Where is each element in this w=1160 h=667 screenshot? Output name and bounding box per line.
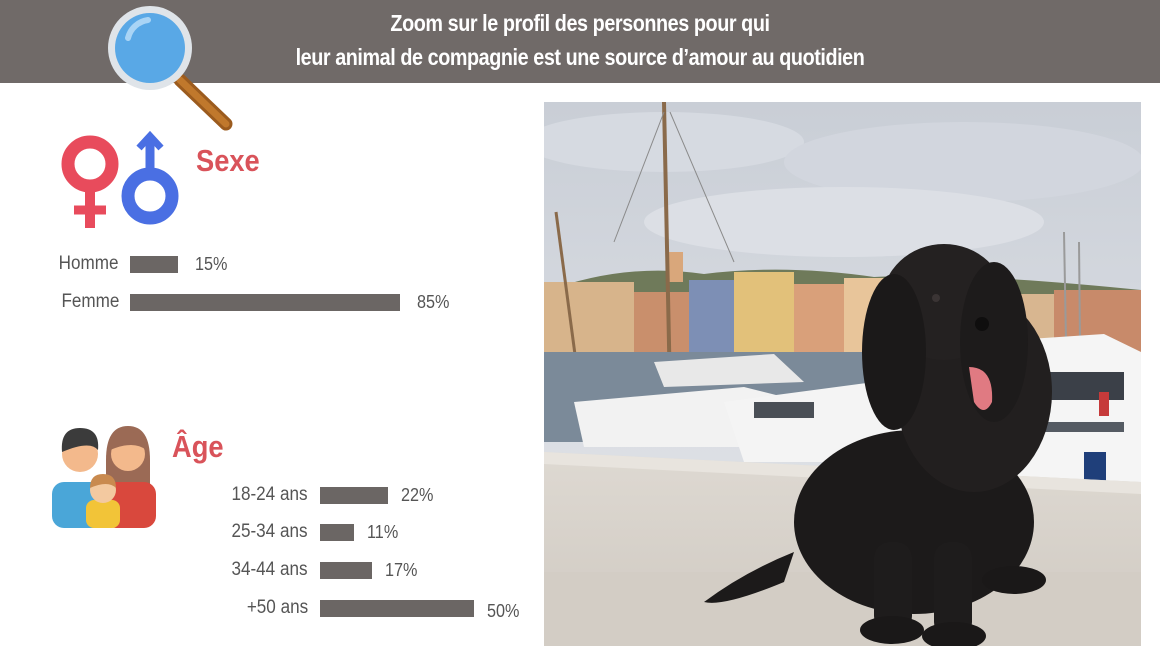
- age-category-label: 25-34 ans: [231, 521, 308, 542]
- age-bar-50-plus: [320, 600, 474, 617]
- family-icon: [52, 426, 156, 528]
- magnifier-icon: [108, 6, 233, 131]
- header-title-line-1: Zoom sur le profil des personnes pour qu…: [390, 10, 770, 36]
- sexe-category-label: Femme: [61, 291, 119, 312]
- age-value-label: 50%: [487, 601, 520, 621]
- sexe-value-label: 85%: [417, 292, 450, 312]
- sexe-bar-femme: [130, 294, 400, 311]
- age-bar-34-44: [320, 562, 372, 579]
- age-value-label: 17%: [385, 560, 418, 580]
- header-title-line-2: leur animal de compagnie est une source …: [295, 44, 865, 70]
- age-title: Âge: [172, 429, 224, 464]
- sexe-title: Sexe: [196, 143, 260, 178]
- header-banner: Zoom sur le profil des personnes pour qu…: [0, 0, 1160, 83]
- sexe-bar-homme: [130, 256, 178, 273]
- gender-symbols-icon: [61, 130, 179, 228]
- age-bar-25-34: [320, 524, 354, 541]
- sexe-value-label: 15%: [195, 254, 228, 274]
- black-dog-harbor-photo: [544, 102, 1141, 646]
- age-value-label: 22%: [401, 485, 434, 505]
- age-category-label: +50 ans: [246, 597, 308, 618]
- age-category-label: 18-24 ans: [231, 484, 308, 505]
- age-category-label: 34-44 ans: [231, 559, 308, 580]
- age-bar-18-24: [320, 487, 388, 504]
- sexe-category-label: Homme: [59, 253, 119, 274]
- age-value-label: 11%: [367, 522, 399, 542]
